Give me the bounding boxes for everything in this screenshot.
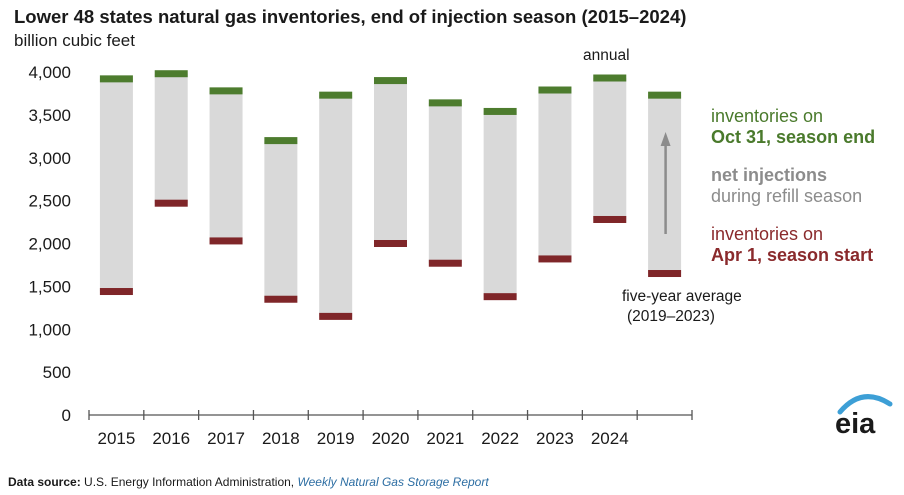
y-tick-label: 2,000 — [28, 235, 71, 254]
legend-net-injections: net injections during refill season — [711, 165, 862, 207]
legend-net-injections-line1: net injections — [711, 165, 828, 185]
y-tick-label: 3,500 — [28, 106, 71, 125]
net-injection-bar — [428, 102, 462, 264]
x-tick-label: 2023 — [536, 429, 574, 448]
season-start-marker — [99, 288, 133, 296]
legend-season-end-line1: inventories on — [711, 106, 824, 126]
five-year-average-line1: five-year average — [622, 288, 742, 305]
eia-logo: eia — [835, 394, 893, 438]
y-tick-label: 0 — [62, 406, 71, 425]
x-tick-label: 2020 — [372, 429, 410, 448]
x-tick-label: 2024 — [591, 429, 629, 448]
y-tick-label: 4,000 — [28, 63, 71, 82]
season-end-marker — [264, 137, 298, 145]
chart-title: Lower 48 states natural gas inventories,… — [14, 6, 687, 27]
five-year-average-label: five-year average (2019–2023) — [622, 287, 742, 327]
net-injection-bar — [264, 140, 298, 300]
data-source: Data source: U.S. Energy Information Adm… — [8, 475, 489, 489]
y-tick-label: 1,000 — [28, 320, 71, 339]
net-injection-bar — [319, 95, 353, 317]
publication-link[interactable]: Weekly Natural Gas Storage Report — [297, 475, 489, 489]
season-start-marker — [154, 199, 188, 207]
season-start-marker — [538, 255, 572, 263]
x-tick-label: 2015 — [97, 429, 135, 448]
x-tick-label: 2017 — [207, 429, 245, 448]
season-start-marker — [648, 270, 682, 278]
legend-season-start-line2: Apr 1, season start — [711, 245, 874, 265]
season-start-marker — [209, 237, 243, 245]
season-end-marker — [209, 87, 243, 95]
y-tick-label: 2,500 — [28, 192, 71, 211]
five-year-average-line2: (2019–2023) — [627, 308, 715, 325]
season-end-marker — [483, 107, 517, 115]
x-axis: 2015 2016 2017 2018 2019 2020 2021 2022 2023 2024 — [88, 410, 693, 448]
net-injection-bar — [593, 78, 627, 220]
x-tick-label: 2021 — [426, 429, 464, 448]
season-end-marker — [538, 86, 572, 94]
season-start-marker — [593, 215, 627, 223]
season-start-marker — [428, 259, 462, 267]
y-tick-label: 1,500 — [28, 277, 71, 296]
legend-season-end-line2: Oct 31, season end — [711, 127, 876, 147]
y-axis-unit-label: billion cubic feet — [14, 31, 135, 50]
data-source-label: Data source: — [8, 475, 81, 489]
data-source-text: U.S. Energy Information Administration, — [84, 475, 295, 489]
net-injection-bar — [209, 90, 243, 241]
legend-season-start: inventories on Apr 1, season start — [711, 224, 873, 266]
season-end-marker — [428, 99, 462, 107]
legend-season-start-line1: inventories on — [711, 224, 824, 244]
season-start-marker — [483, 293, 517, 301]
eia-logo-arc — [837, 394, 893, 415]
season-end-marker — [648, 91, 682, 99]
season-end-marker — [99, 75, 133, 83]
net-injection-bar — [538, 90, 572, 259]
net-injection-arrow — [660, 132, 671, 234]
x-tick-label: 2019 — [317, 429, 355, 448]
season-start-marker — [319, 312, 353, 320]
season-start-marker — [264, 295, 298, 303]
season-end-marker — [374, 77, 407, 85]
net-injection-bar — [483, 111, 517, 297]
season-end-marker — [319, 91, 353, 99]
season-start-marker — [374, 240, 407, 247]
eia-logo-text: eia — [835, 408, 876, 438]
annual-label: annual — [583, 47, 630, 64]
arrow-head — [660, 132, 671, 146]
bars-group — [99, 70, 682, 320]
net-injection-bar — [374, 80, 407, 244]
season-end-marker — [593, 74, 627, 82]
net-injection-bar — [99, 78, 133, 292]
x-tick-label: 2016 — [152, 429, 190, 448]
y-tick-label: 3,000 — [28, 149, 71, 168]
season-end-marker — [154, 70, 188, 78]
legend-season-end: inventories on Oct 31, season end — [711, 106, 875, 148]
net-injection-bar — [154, 73, 188, 204]
legend-net-injections-line2: during refill season — [711, 186, 863, 206]
y-tick-label: 500 — [43, 363, 71, 382]
y-axis: 0 500 1,000 1,500 2,000 2,500 3,000 3,500 4,000 — [28, 63, 71, 425]
x-tick-label: 2022 — [481, 429, 519, 448]
x-tick-label: 2018 — [262, 429, 300, 448]
